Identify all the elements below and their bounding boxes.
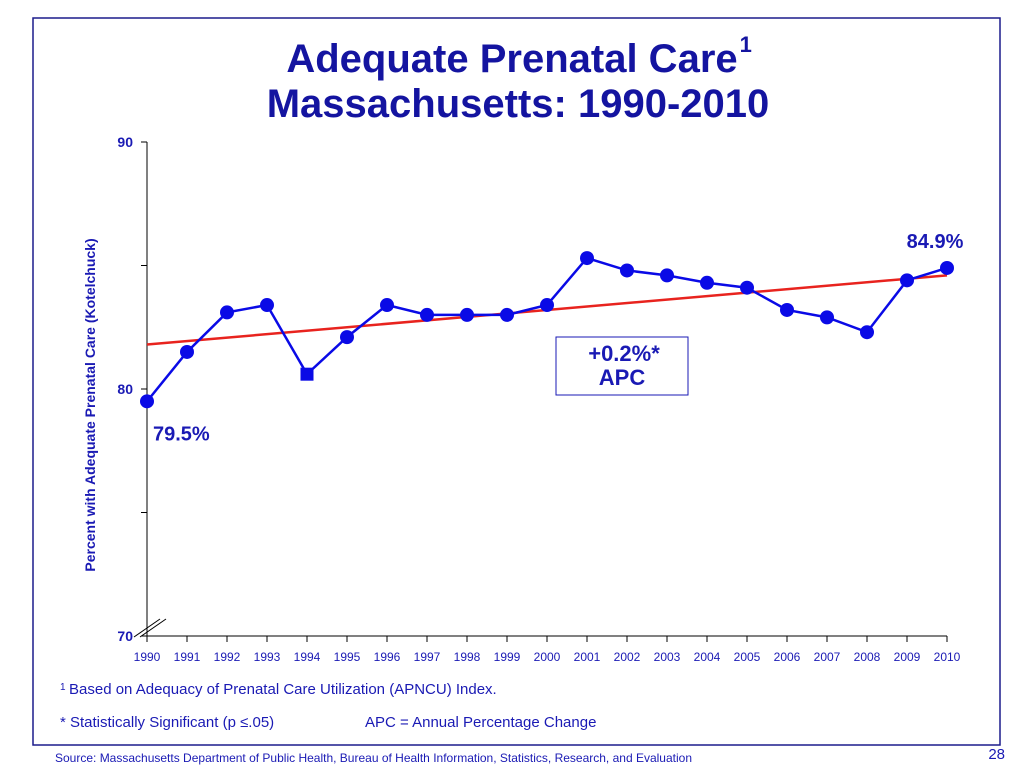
data-marker	[180, 344, 194, 359]
title-superscript: 1	[740, 32, 752, 57]
x-tick-label: 2002	[614, 650, 641, 664]
x-tick-label: 2006	[774, 650, 801, 664]
data-marker	[500, 307, 514, 322]
x-tick-label: 1992	[214, 650, 241, 664]
data-marker	[860, 325, 874, 340]
data-marker	[540, 298, 554, 313]
y-tick-label: 80	[117, 381, 133, 397]
y-axis-label: Percent with Adequate Prenatal Care (Kot…	[82, 238, 98, 571]
x-tick-label: 1996	[374, 650, 401, 664]
data-marker	[620, 263, 634, 278]
data-marker	[420, 307, 434, 322]
x-tick-label: 2005	[734, 650, 761, 664]
axis-break	[139, 618, 167, 638]
data-marker	[740, 280, 754, 295]
data-marker	[780, 302, 794, 317]
data-marker	[260, 298, 274, 313]
data-marker	[700, 275, 714, 290]
chart-subtitle: Massachusetts: 1990-2010	[267, 82, 770, 126]
data-label: 79.5%	[153, 423, 210, 445]
source: Source: Massachusetts Department of Publ…	[55, 751, 692, 765]
data-marker	[380, 298, 394, 313]
x-tick-label: 2008	[854, 650, 881, 664]
footnote: Based on Adequacy of Prenatal Care Utili…	[69, 681, 497, 698]
x-tick-label: 1999	[494, 650, 521, 664]
x-tick-label: 1998	[454, 650, 481, 664]
x-tick-label: 1995	[334, 650, 361, 664]
data-marker	[900, 273, 914, 288]
data-marker	[340, 330, 354, 345]
x-tick-label: 2009	[894, 650, 921, 664]
annotation-text: +0.2%*	[588, 341, 660, 366]
axis-break	[133, 618, 161, 638]
x-tick-label: 2003	[654, 650, 681, 664]
y-tick-label: 90	[117, 134, 133, 150]
apc-note: APC = Annual Percentage Change	[365, 714, 596, 731]
data-marker	[580, 251, 594, 266]
chart-title: Adequate Prenatal Care	[286, 37, 737, 81]
x-tick-label: 1990	[134, 650, 161, 664]
slide-border	[32, 17, 1001, 746]
x-tick-label: 1993	[254, 650, 281, 664]
data-line	[146, 256, 948, 403]
x-tick-label: 1997	[414, 650, 441, 664]
x-tick-label: 1991	[174, 650, 201, 664]
x-tick-label: 2004	[694, 650, 721, 664]
data-marker	[460, 307, 474, 322]
annotation-box	[555, 336, 689, 396]
x-tick-label: 2001	[574, 650, 601, 664]
page-number: 28	[988, 746, 1005, 763]
x-tick-label: 1994	[294, 650, 321, 664]
x-tick-label: 2000	[534, 650, 561, 664]
y-tick-label: 70	[117, 628, 133, 644]
data-marker	[220, 305, 234, 320]
data-marker	[940, 260, 954, 275]
footnote-marker: 1	[60, 682, 66, 693]
annotation-text: APC	[599, 365, 646, 390]
data-marker	[820, 310, 834, 325]
data-label: 84.9%	[907, 231, 964, 253]
data-marker	[300, 367, 314, 381]
x-tick-label: 2010	[934, 650, 961, 664]
x-tick-label: 2007	[814, 650, 841, 664]
significance-note: * Statistically Significant (p ≤.05)	[60, 714, 274, 731]
data-marker	[660, 268, 674, 283]
data-marker	[140, 394, 154, 409]
